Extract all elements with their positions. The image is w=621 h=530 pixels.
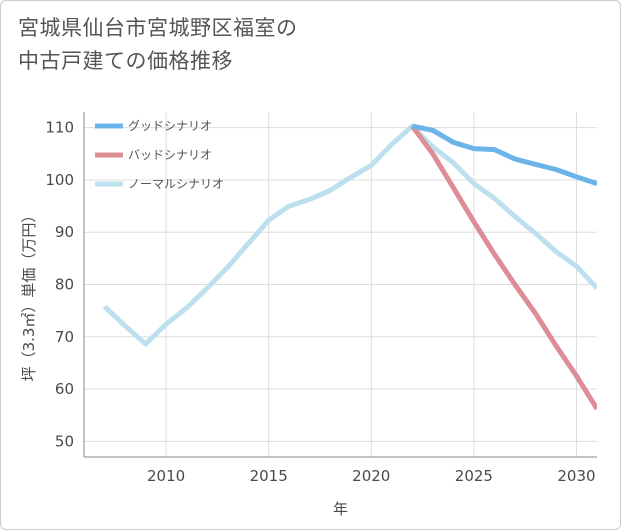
x-tick-label-2025: 2025 [455, 467, 493, 485]
y-tick-label-60: 60 [55, 380, 74, 398]
tick-labels: 2010 2015 2020 2025 2030 50 60 70 80 90 100 110 [45, 119, 595, 485]
title-line-1: 宮城県仙台市宮城野区福室の [18, 16, 298, 40]
x-tick-label-2020: 2020 [352, 467, 390, 485]
x-tick-label-2015: 2015 [250, 467, 288, 485]
x-axis-label: 年 [333, 500, 348, 518]
axes [83, 112, 597, 458]
legend-label-good: グッドシナリオ [128, 119, 212, 133]
legend-label-normal: ノーマルシナリオ [128, 177, 224, 191]
title-line-2: 中古戸建ての価格推移 [18, 49, 233, 73]
y-tick-label-70: 70 [55, 328, 74, 346]
grid-lines [84, 112, 597, 457]
y-tick-label-100: 100 [45, 171, 74, 189]
y-tick-label-80: 80 [55, 276, 74, 294]
legend-label-bad: バッドシナリオ [128, 148, 212, 162]
y-axis-label: 坪（3.3㎡）単価（万円） [20, 208, 38, 382]
series-lines [102, 123, 597, 411]
chart-title: 宮城県仙台市宮城野区福室の 中古戸建ての価格推移 [18, 12, 298, 78]
x-tick-label-2030: 2030 [557, 467, 595, 485]
series-line-good [411, 123, 597, 186]
series-line-bad [410, 124, 597, 411]
y-tick-label-50: 50 [55, 432, 74, 450]
y-tick-label-110: 110 [45, 119, 74, 137]
y-tick-label-90: 90 [55, 223, 74, 241]
series-line-normal [102, 123, 597, 347]
x-tick-label-2010: 2010 [147, 467, 185, 485]
